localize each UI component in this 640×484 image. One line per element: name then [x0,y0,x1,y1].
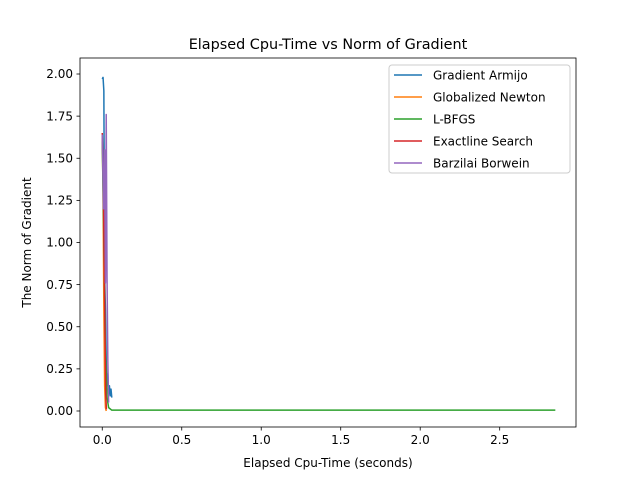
legend-label: L-BFGS [433,113,475,127]
legend-label: Gradient Armijo [433,69,528,83]
series-layer [101,76,556,412]
series-line-5 [101,113,110,403]
x-tick-label: 0.5 [172,433,191,447]
legend-label: Barzilai Borwein [433,157,530,171]
x-tick-label: 2.0 [411,433,430,447]
y-tick-label: 0.50 [46,320,73,334]
x-tick-label: 1.0 [252,433,271,447]
y-tick-label: 0.00 [46,404,73,418]
y-tick-label: 2.00 [46,67,73,81]
y-tick-label: 1.00 [46,236,73,250]
legend-frame [388,64,571,174]
x-tick-label: 1.5 [331,433,350,447]
legend-label: Globalized Newton [433,91,546,105]
y-tick-label: 1.75 [46,109,73,123]
y-tick-label: 0.25 [46,362,73,376]
y-tick-label: 0.75 [46,278,73,292]
legend-label: Exactline Search [433,135,533,149]
y-tick-label: 1.25 [46,194,73,208]
y-tick-label: 1.50 [46,151,73,165]
chart-title: Elapsed Cpu-Time vs Norm of Gradient [189,37,468,53]
x-tick-label: 2.5 [490,433,509,447]
y-axis-ticks: 0.00 0.25 0.50 0.75 1.00 1.25 1.50 1.75 2.00 [46,67,80,418]
x-tick-label: 0.0 [93,433,112,447]
y-axis-label: The Norm of Gradient [20,177,34,309]
plot-frame [79,57,577,428]
x-axis-ticks: 0.0 0.5 1.0 1.5 2.0 2.5 [93,427,509,447]
x-axis-label: Elapsed Cpu-Time (seconds) [243,456,412,470]
legend: Gradient Armijo Globalized Newton L-BFGS Ex… [388,64,571,174]
